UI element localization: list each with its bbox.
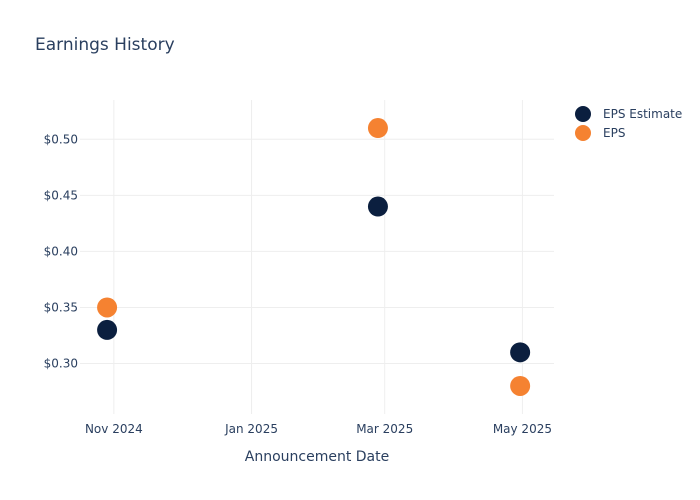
data-point[interactable] [367, 196, 388, 217]
data-point[interactable] [97, 319, 118, 340]
y-tick-label: $0.50 [44, 132, 78, 146]
legend-label: EPS Estimate [603, 107, 682, 121]
x-axis-ticks: Nov 2024 Jan 2025 Mar 2025 May 2025 [85, 422, 552, 436]
series-eps-estimate [97, 196, 531, 363]
y-tick-label: $0.40 [44, 244, 78, 258]
legend[interactable]: EPS Estimate EPS [575, 106, 682, 141]
legend-marker [575, 125, 591, 141]
grid [80, 100, 554, 414]
series-eps [97, 118, 531, 396]
legend-label: EPS [603, 126, 625, 140]
y-tick-label: $0.35 [44, 300, 78, 314]
legend-item[interactable]: EPS Estimate [575, 106, 682, 122]
chart-title: Earnings History [35, 35, 175, 55]
data-point[interactable] [510, 375, 531, 396]
x-tick-label: May 2025 [493, 422, 552, 436]
x-axis-title: Announcement Date [245, 449, 389, 465]
x-tick-label: Mar 2025 [356, 422, 413, 436]
y-axis-ticks: $0.30 $0.35 $0.40 $0.45 $0.50 [44, 132, 78, 370]
legend-item[interactable]: EPS [575, 125, 625, 141]
y-tick-label: $0.30 [44, 357, 78, 371]
data-points [97, 118, 531, 396]
x-tick-label: Jan 2025 [224, 422, 278, 436]
data-point[interactable] [97, 297, 118, 318]
legend-marker [575, 106, 591, 122]
data-point[interactable] [367, 118, 388, 139]
y-tick-label: $0.45 [44, 188, 78, 202]
x-tick-label: Nov 2024 [85, 422, 143, 436]
data-point[interactable] [510, 342, 531, 363]
